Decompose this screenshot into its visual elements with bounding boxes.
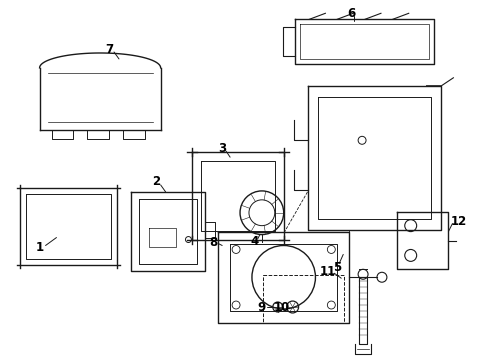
Text: 2: 2: [151, 175, 160, 189]
Text: 12: 12: [450, 215, 466, 228]
Text: 8: 8: [209, 236, 218, 249]
Text: 1: 1: [36, 241, 44, 254]
Text: 7: 7: [105, 42, 113, 55]
Text: 4: 4: [251, 235, 259, 248]
Text: 6: 6: [347, 7, 355, 20]
Text: 11: 11: [319, 265, 336, 278]
Text: 9: 9: [258, 301, 266, 314]
Text: 3: 3: [218, 142, 226, 155]
Text: 5: 5: [333, 261, 342, 274]
Text: 10: 10: [273, 301, 290, 314]
